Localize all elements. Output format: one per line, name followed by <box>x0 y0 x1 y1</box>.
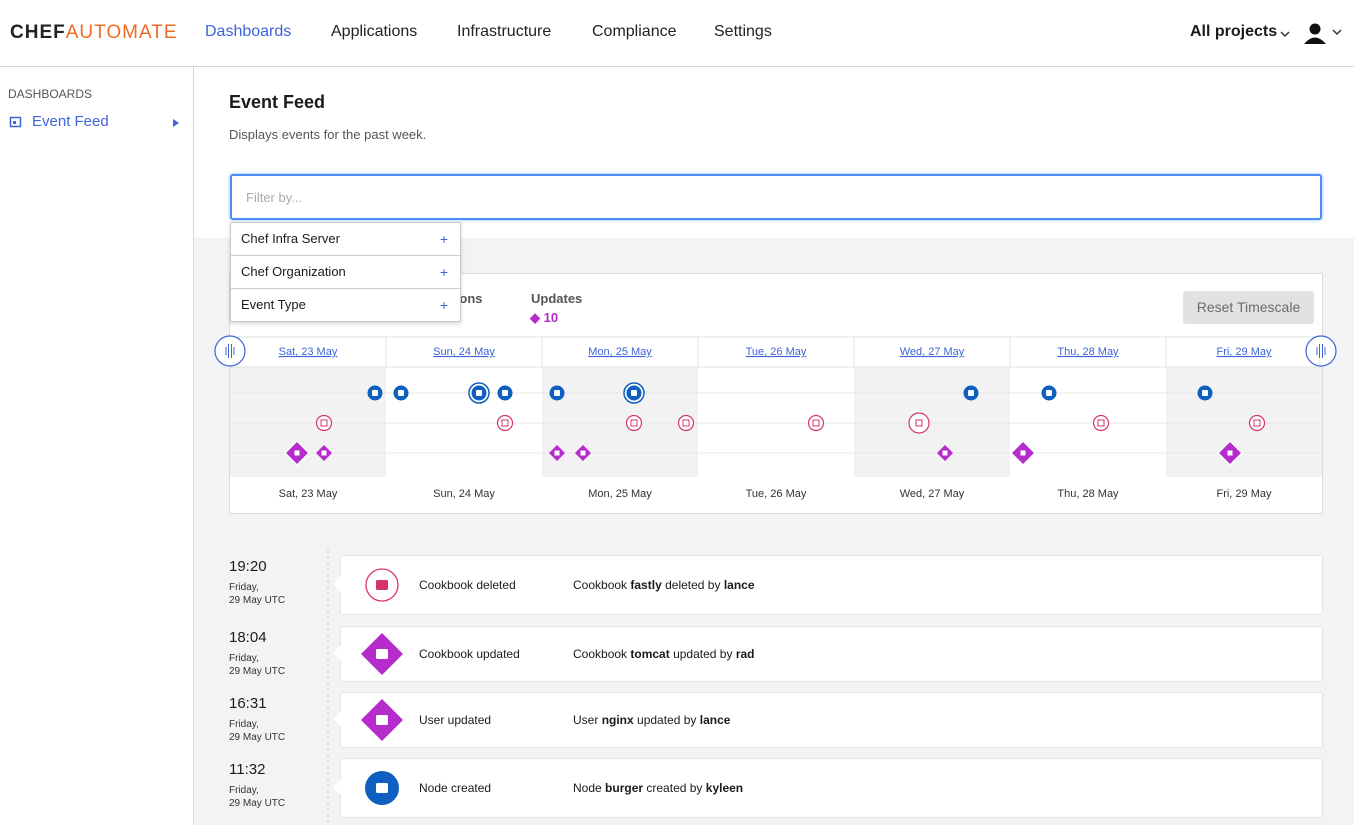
header: CHEFAUTOMATE Dashboards Applications Inf… <box>0 0 1354 67</box>
event-date: 29 May UTC <box>229 666 286 677</box>
glyph <box>376 649 388 659</box>
event-card[interactable]: Cookbook deleted Cookbook fastly deleted … <box>340 555 1323 615</box>
header-icons[interactable] <box>1278 22 1348 46</box>
event-description: Cookbook fastly deleted by lance <box>573 578 755 592</box>
nav-link[interactable]: Applications <box>331 23 418 40</box>
glyph <box>376 580 388 590</box>
updates-count: ◆ 10 <box>530 310 559 325</box>
calendar-icon <box>9 116 22 128</box>
card-pointer <box>333 645 341 661</box>
glyph <box>376 783 388 793</box>
event-time: 19:20 <box>229 558 267 575</box>
entity-name: burger <box>605 781 644 795</box>
arrow <box>173 119 179 127</box>
option-label: Chef Organization <box>241 264 346 279</box>
desc-text: Cookbook <box>573 647 628 661</box>
event-card[interactable]: User updated User nginx updated by lance <box>340 692 1323 748</box>
event-day: Friday, <box>229 653 259 664</box>
desc-text: User <box>573 713 599 727</box>
nav-link[interactable]: Settings <box>714 23 772 40</box>
entity-name: tomcat <box>630 647 670 661</box>
filter-option[interactable]: Chef Infra Server + <box>231 223 460 256</box>
desc-text: created by <box>646 781 703 795</box>
card-pointer <box>333 576 341 592</box>
event-date: 29 May UTC <box>229 595 286 606</box>
desc-text: deleted by <box>665 578 721 592</box>
brand-chef: CHEF <box>10 22 66 43</box>
filter-option[interactable]: Chef Organization + <box>231 256 460 289</box>
sidebar-item[interactable]: Event Feed <box>32 113 109 130</box>
filter-dropdown: Chef Infra Server + Chef Organization + Ev… <box>230 222 461 322</box>
event-icon <box>365 568 399 602</box>
event-type: User updated <box>419 713 492 727</box>
event-time: 16:31 <box>229 695 267 712</box>
event-description: Cookbook tomcat updated by rad <box>573 647 755 661</box>
brand-automate: AUTOMATE <box>65 22 178 43</box>
event-day: Friday, <box>229 582 259 593</box>
page-title: Event Feed <box>229 92 326 112</box>
option-label: Chef Infra Server <box>241 231 340 246</box>
desc-text: Node <box>573 781 602 795</box>
card-pointer <box>333 779 341 795</box>
sidebar-heading: DASHBOARDS <box>8 87 93 101</box>
count: 10 <box>543 310 559 325</box>
event-icon <box>361 699 403 741</box>
pointer-shape <box>333 779 341 795</box>
entity-name: rad <box>735 647 755 661</box>
entity-name: kyleen <box>705 781 744 795</box>
desc-text: updated by <box>673 647 733 661</box>
entity-name: lance <box>723 578 755 592</box>
filter-placeholder: Filter by... <box>246 190 303 205</box>
pointer-shape <box>333 645 341 661</box>
event-type: Cookbook updated <box>419 647 520 661</box>
event-day: Friday, <box>229 719 259 730</box>
event-time: 18:04 <box>229 629 267 646</box>
filter-input[interactable]: Filter by... <box>230 174 1322 220</box>
entity-name: fastly <box>630 578 662 592</box>
nav-link[interactable]: Dashboards <box>205 23 292 40</box>
desc-text: updated by <box>637 713 697 727</box>
glyph <box>376 715 388 725</box>
entity-name: nginx <box>601 713 634 727</box>
event-description: Node burger created by kyleen <box>573 781 743 795</box>
sidebar: DASHBOARDS Event Feed <box>0 67 194 825</box>
event-day: Friday, <box>229 785 259 796</box>
updates-label: Updates <box>531 291 583 306</box>
nav-link[interactable]: Compliance <box>592 23 677 40</box>
nav-link[interactable]: Infrastructure <box>457 23 552 40</box>
event-date: 29 May UTC <box>229 732 286 743</box>
event-type: Cookbook deleted <box>419 578 516 592</box>
projects-dropdown[interactable]: All projects <box>1190 23 1278 40</box>
brand[interactable]: CHEFAUTOMATE <box>10 22 178 44</box>
option-label: Event Type <box>241 297 306 312</box>
event-date: 29 May UTC <box>229 798 286 809</box>
event-time: 11:32 <box>229 761 266 778</box>
event-card[interactable]: Node created Node burger created by kylee… <box>340 758 1323 818</box>
event-icon <box>361 633 403 675</box>
desc-text: Cookbook <box>573 578 628 592</box>
event-description: User nginx updated by lance <box>573 713 730 727</box>
filter-option[interactable]: Event Type + <box>241 297 448 313</box>
page-subtitle: Displays events for the past week. <box>229 127 427 142</box>
event-icon <box>365 771 399 805</box>
reset-button[interactable]: Reset Timescale <box>1183 291 1314 324</box>
card-pointer <box>333 711 341 727</box>
entity-name: lance <box>699 713 731 727</box>
event-type: Node created <box>419 781 492 795</box>
pointer-shape <box>333 576 341 592</box>
event-card[interactable]: Cookbook updated Cookbook tomcat updated … <box>340 626 1323 682</box>
pointer-shape <box>333 711 341 727</box>
